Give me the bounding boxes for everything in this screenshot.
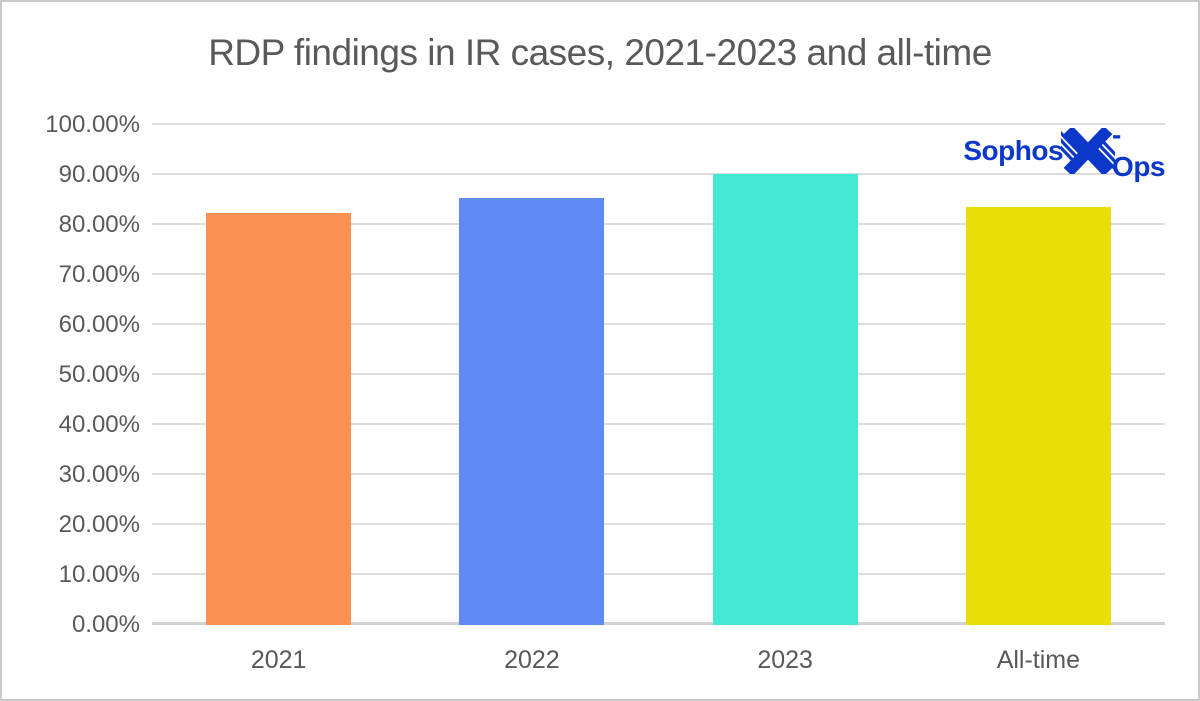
x-axis-labels: 2021 2022 2023 All-time [152,646,1165,678]
bar-2023 [712,174,858,625]
x-ops-x-icon [1061,128,1116,174]
gridline [152,273,1165,275]
gridline [152,123,1165,125]
x-tick-label-2022: 2022 [504,646,560,674]
chart-title: RDP findings in IR cases, 2021-2023 and … [208,32,992,73]
x-axis-line [152,622,1165,625]
y-tick-label: 60.00% [58,311,140,338]
x-tick-label-all-time: All-time [996,646,1081,674]
y-tick-label: 40.00% [58,411,140,438]
bar-all-time [965,207,1111,625]
y-tick-label: 10.00% [58,561,140,588]
logo-suffix-text: -Ops [1112,119,1166,182]
plot-area [152,123,1165,625]
gridline [152,523,1165,525]
x-tick-label-2021: 2021 [250,646,307,674]
y-tick-label: 90.00% [58,161,140,188]
y-tick-label: 100.00% [45,111,140,138]
y-tick-label: 80.00% [58,211,140,238]
y-tick-label: 50.00% [58,361,140,388]
sophos-x-ops-logo: Sophos -Ops [963,119,1165,182]
gridline [152,423,1165,425]
y-tick-label: 20.00% [58,511,140,538]
x-tick-label-2023: 2023 [757,646,813,674]
gridline [152,373,1165,375]
y-tick-label: 0.00% [71,611,140,638]
bar-2022 [459,197,605,625]
y-tick-label: 30.00% [58,461,140,488]
y-tick-label: 70.00% [58,261,140,288]
y-axis-labels: 0.00% 10.00% 20.00% 30.00% 40.00% 50.00% 60.00… [2,111,140,638]
gridline [152,173,1165,175]
gridline [152,473,1165,475]
logo-brand-text: Sophos [963,135,1064,166]
gridline [152,323,1165,325]
bar-2021 [206,212,352,625]
gridline [152,573,1165,575]
gridline [152,223,1165,225]
